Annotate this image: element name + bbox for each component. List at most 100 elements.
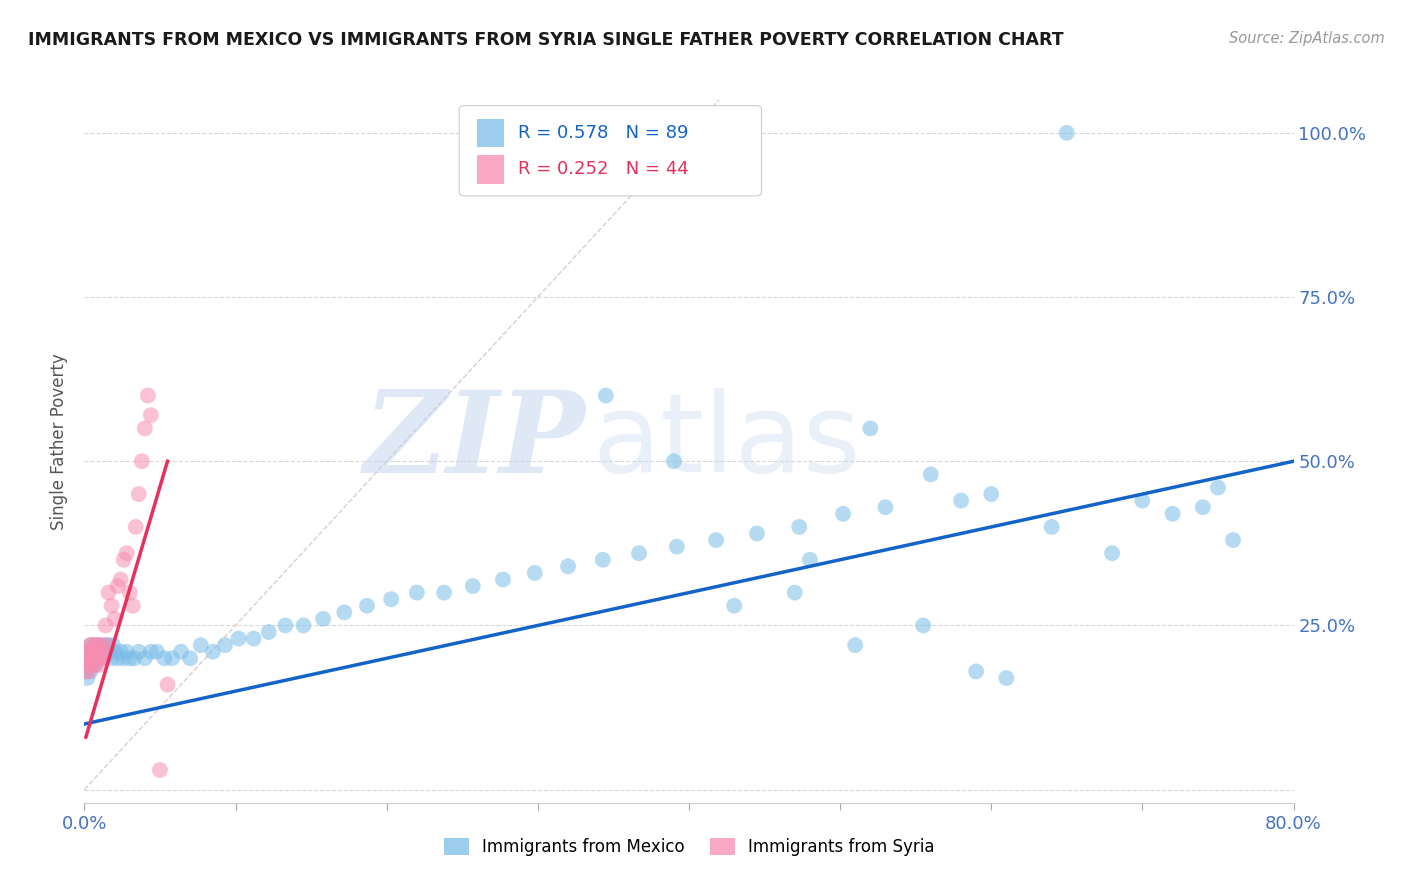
Point xyxy=(82,645,104,659)
Point xyxy=(920,467,942,482)
Point xyxy=(875,500,897,515)
Point xyxy=(134,651,156,665)
Point xyxy=(100,651,122,665)
Point xyxy=(84,638,107,652)
Text: Source: ZipAtlas.com: Source: ZipAtlas.com xyxy=(1229,31,1385,46)
Point xyxy=(96,638,118,652)
Point xyxy=(628,546,651,560)
Point xyxy=(75,651,97,665)
Point xyxy=(356,599,378,613)
Point xyxy=(82,651,104,665)
Point xyxy=(242,632,264,646)
Point xyxy=(77,651,100,665)
Point xyxy=(844,638,866,652)
Point xyxy=(745,526,768,541)
Point xyxy=(1161,507,1184,521)
Point xyxy=(97,585,120,599)
FancyBboxPatch shape xyxy=(478,119,503,147)
Point xyxy=(104,612,127,626)
Point xyxy=(832,507,855,521)
Point xyxy=(76,651,98,665)
Point xyxy=(118,585,141,599)
Point xyxy=(1206,481,1229,495)
Point xyxy=(80,638,103,652)
Point xyxy=(980,487,1002,501)
Point xyxy=(75,665,97,679)
Text: ZIP: ZIP xyxy=(364,386,586,497)
Point xyxy=(1192,500,1215,515)
Point xyxy=(79,657,101,672)
Point xyxy=(76,645,98,659)
Point xyxy=(89,657,111,672)
Point xyxy=(1101,546,1123,560)
Point xyxy=(146,645,169,659)
Point xyxy=(461,579,484,593)
Point xyxy=(97,638,120,652)
Point xyxy=(292,618,315,632)
Point xyxy=(93,645,115,659)
Point xyxy=(121,599,143,613)
Point xyxy=(492,573,515,587)
Point xyxy=(592,553,614,567)
Point xyxy=(799,553,821,567)
Point xyxy=(965,665,987,679)
Point xyxy=(128,645,150,659)
Point xyxy=(107,579,129,593)
Point xyxy=(406,585,429,599)
Point xyxy=(380,592,402,607)
Point xyxy=(79,638,101,652)
Text: R = 0.578   N = 89: R = 0.578 N = 89 xyxy=(519,124,689,142)
Point xyxy=(76,657,98,672)
Point xyxy=(93,651,115,665)
Point xyxy=(76,671,98,685)
Point xyxy=(90,638,112,652)
Point xyxy=(153,651,176,665)
Point xyxy=(149,763,172,777)
Point xyxy=(84,638,107,652)
Point xyxy=(75,665,97,679)
Point xyxy=(98,645,121,659)
Point xyxy=(257,625,280,640)
Point xyxy=(228,632,250,646)
Point xyxy=(96,645,118,659)
Point xyxy=(112,553,135,567)
Point xyxy=(1222,533,1244,547)
Point xyxy=(912,618,935,632)
Point xyxy=(1040,520,1063,534)
Point xyxy=(84,657,107,672)
Point xyxy=(91,645,114,659)
Point xyxy=(704,533,727,547)
Point xyxy=(112,651,135,665)
Point xyxy=(312,612,335,626)
Point xyxy=(333,605,356,619)
Point xyxy=(79,638,101,652)
Point xyxy=(523,566,546,580)
Point xyxy=(90,638,112,652)
Point xyxy=(87,645,110,659)
Point xyxy=(274,618,297,632)
Point xyxy=(82,651,104,665)
Point xyxy=(87,638,110,652)
Point xyxy=(86,651,108,665)
Point xyxy=(214,638,236,652)
Point xyxy=(89,651,111,665)
Point xyxy=(139,409,162,423)
Point xyxy=(122,651,145,665)
Point xyxy=(179,651,201,665)
Point xyxy=(662,454,685,468)
FancyBboxPatch shape xyxy=(478,154,503,184)
FancyBboxPatch shape xyxy=(460,105,762,196)
Point xyxy=(89,645,111,659)
Point xyxy=(125,520,148,534)
Point xyxy=(723,599,745,613)
Point xyxy=(107,651,129,665)
Point xyxy=(94,638,117,652)
Point xyxy=(115,546,138,560)
Point xyxy=(110,573,132,587)
Point xyxy=(80,657,103,672)
Point xyxy=(557,559,579,574)
Point xyxy=(595,388,617,402)
Point xyxy=(101,638,124,652)
Point xyxy=(160,651,183,665)
Point xyxy=(156,677,179,691)
